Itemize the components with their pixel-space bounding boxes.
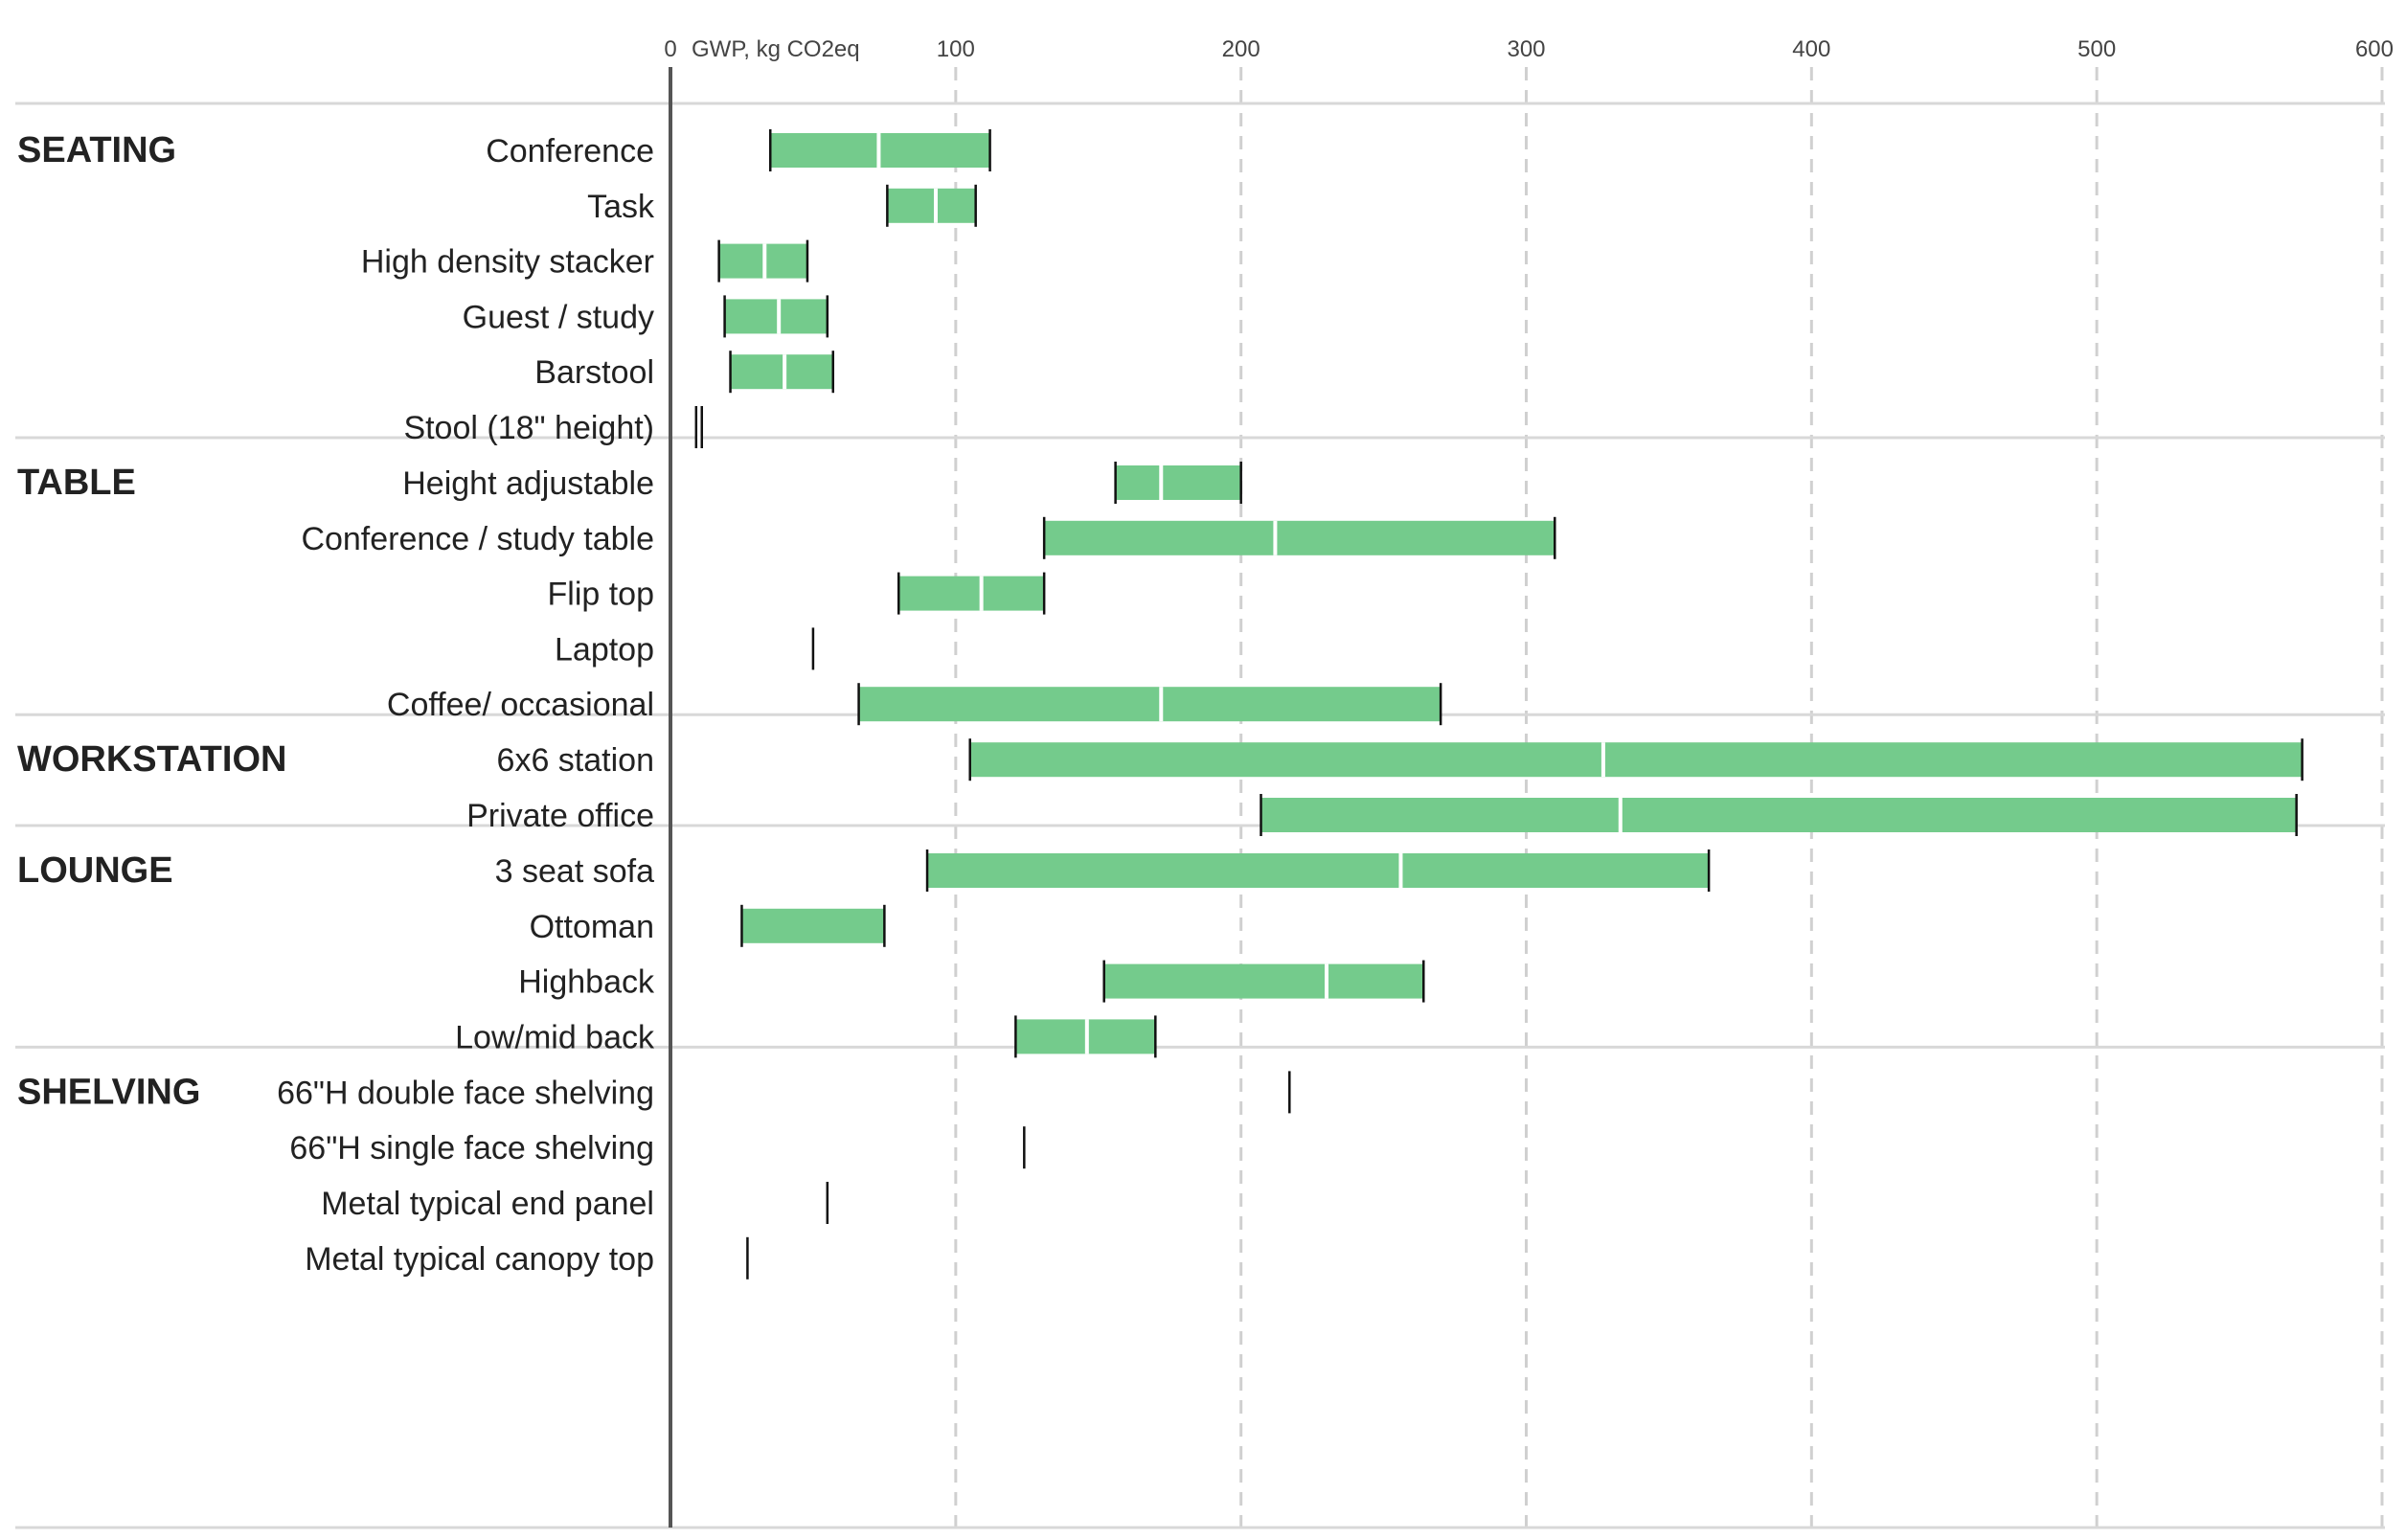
- x-axis-title: GWP, kg CO2eq: [692, 36, 860, 62]
- x-tick-label-300: 300: [1507, 36, 1545, 62]
- row-label-barstool: Barstool: [534, 354, 654, 391]
- range-bar-6x6-station: [969, 742, 2303, 778]
- group-label-workstation: WORKSTATION: [17, 739, 286, 780]
- row-label-high-density-stacker: High density stacker: [361, 244, 654, 281]
- x-tick-label-0: 0: [664, 36, 676, 62]
- range-bar-ottoman: [741, 908, 885, 943]
- range-bar-guest-study: [724, 299, 828, 334]
- row-label-conference: Conference: [486, 133, 654, 170]
- x-tick-label-100: 100: [937, 36, 975, 62]
- range-bar-highback: [1103, 963, 1424, 999]
- range-bar-private-office: [1260, 798, 2297, 832]
- x-tick-label-400: 400: [1792, 36, 1830, 62]
- range-bar-conference-study-table: [1044, 520, 1555, 555]
- row-label-metal-typical-canopy-top: Metal typical canopy top: [305, 1241, 654, 1278]
- row-label-66-h-single-face-shelving: 66"H single face shelving: [289, 1130, 654, 1166]
- x-tick-label-600: 600: [2355, 36, 2394, 62]
- row-label-conference-study-table: Conference / study table: [301, 521, 654, 557]
- group-label-shelving: SHELVING: [17, 1072, 200, 1112]
- row-label-low-mid-back: Low/mid back: [455, 1019, 655, 1055]
- row-label-private-office: Private office: [466, 798, 654, 834]
- group-label-table: TABLE: [17, 463, 136, 503]
- row-label-laptop: Laptop: [555, 631, 654, 668]
- row-label-flip-top: Flip top: [548, 577, 655, 613]
- row-label-66-h-double-face-shelving: 66"H double face shelving: [277, 1075, 654, 1111]
- range-bar-coffee-occasional: [858, 687, 1441, 722]
- row-labels: SEATING Conference Task High density stacke…: [17, 130, 655, 1278]
- group-label-lounge: LOUNGE: [17, 850, 173, 891]
- grid-layer: [954, 67, 2384, 1528]
- group-label-seating: SEATING: [17, 130, 176, 170]
- x-tick-label-200: 200: [1222, 36, 1260, 62]
- row-label-highback: Highback: [518, 964, 655, 1001]
- row-label-task: Task: [587, 189, 655, 225]
- x-axis-ticks: 0 100 200 300 400 500 600: [664, 36, 2394, 62]
- range-bar-task: [887, 188, 976, 223]
- row-label-stool-18-height: Stool (18" height): [403, 410, 654, 446]
- row-label-coffee-occasional: Coffee/ occasional: [387, 687, 654, 723]
- row-label-metal-typical-end-panel: Metal typical end panel: [321, 1186, 654, 1222]
- x-tick-label-500: 500: [2077, 36, 2116, 62]
- row-label-3-seat-sofa: 3 seat sofa: [495, 853, 654, 890]
- range-bar-flip-top: [898, 576, 1045, 611]
- row-label-guest-study: Guest / study: [463, 299, 654, 335]
- range-bar-barstool: [730, 354, 833, 390]
- row-label-6x6-station: 6x6 station: [497, 742, 654, 779]
- range-bars: [694, 129, 2304, 1280]
- row-label-height-adjustable: Height adjustable: [402, 465, 654, 502]
- row-label-ottoman: Ottoman: [530, 909, 654, 945]
- range-bar-3-seat-sofa: [927, 853, 1710, 888]
- range-bar-height-adjustable: [1115, 465, 1241, 500]
